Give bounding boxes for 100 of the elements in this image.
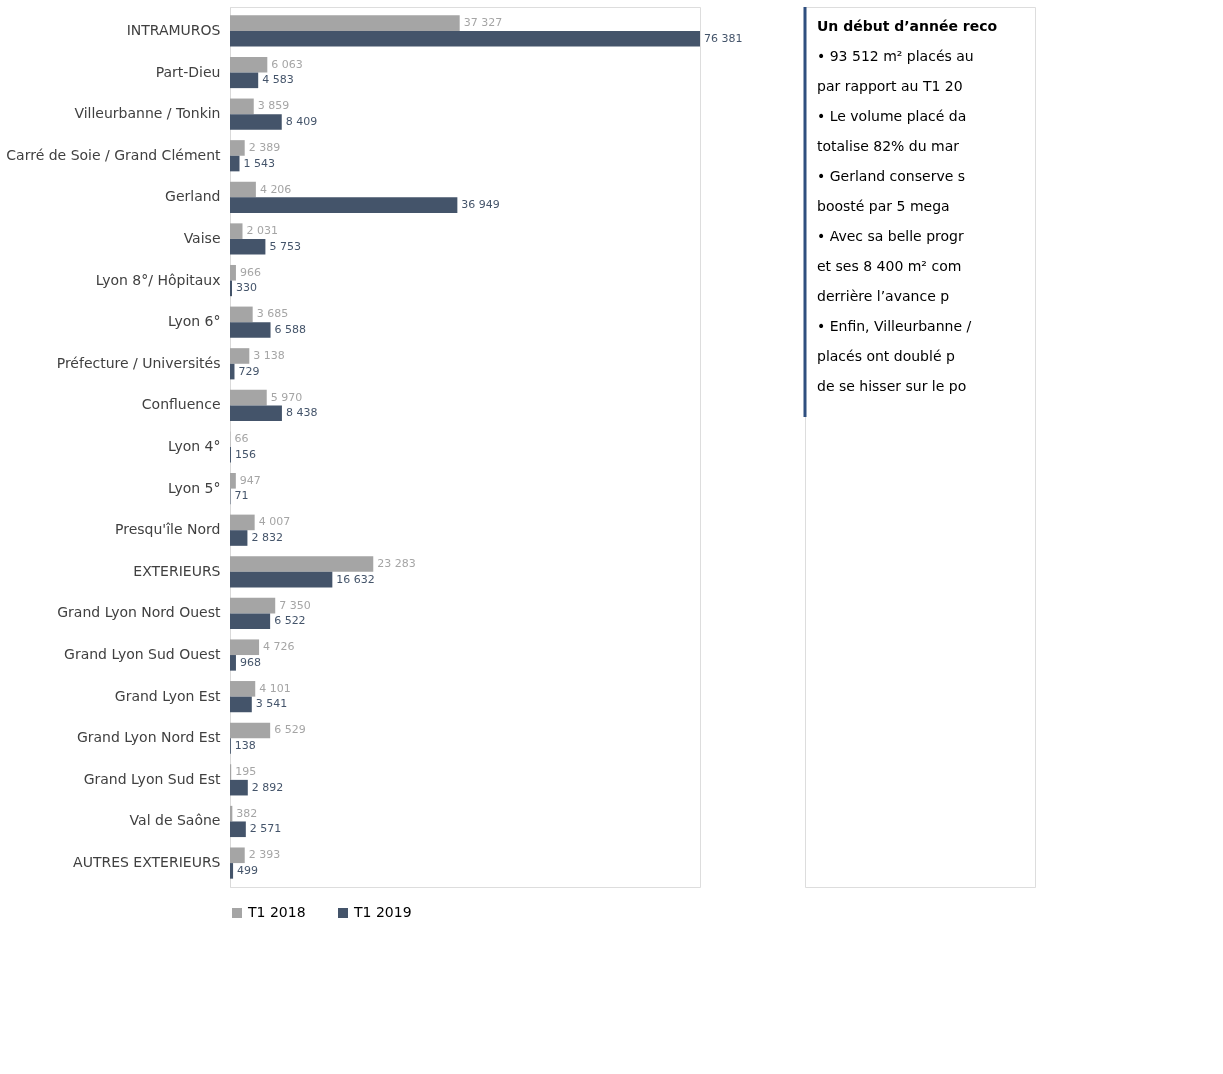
bar <box>230 722 271 739</box>
y-tick-label: Lyon 5° <box>167 479 221 496</box>
y-tick-label: Confluence <box>141 396 221 413</box>
text: et ses 8 400 m² com <box>817 258 962 274</box>
bar <box>230 348 250 364</box>
data-label: 6 529 <box>274 723 306 737</box>
bar <box>230 571 333 588</box>
y-tick-label: Lyon 6° <box>167 313 221 330</box>
bar <box>230 223 243 239</box>
bar <box>230 197 458 213</box>
bar <box>230 530 248 546</box>
bar <box>230 696 252 713</box>
data-label: 195 <box>235 765 257 779</box>
bar <box>230 322 271 338</box>
text: Un début d’année reco <box>817 18 998 34</box>
bar <box>230 655 236 671</box>
text: de se hisser sur le po <box>817 378 967 394</box>
data-label: 2 389 <box>248 140 281 154</box>
y-tick-label: Lyon 8°/ Hôpitaux <box>95 271 221 288</box>
legend-label: T1 2018 <box>247 904 306 920</box>
bar <box>230 72 259 89</box>
data-label: 2 832 <box>251 531 283 545</box>
data-label: 6 522 <box>274 614 306 628</box>
y-tick-label: EXTERIEURS <box>133 562 221 579</box>
y-tick-label: Lyon 4° <box>167 438 221 454</box>
data-label: 3 859 <box>257 99 290 113</box>
data-label: 4 583 <box>262 73 294 87</box>
data-label: 947 <box>239 473 261 487</box>
data-label: 3 138 <box>253 348 285 362</box>
data-label: 36 949 <box>461 198 500 212</box>
y-tick-label: Part-Dieu <box>155 63 221 80</box>
y-tick-label: AUTRES EXTERIEURS <box>73 854 221 871</box>
text: • Le volume placé da <box>817 108 967 124</box>
data-label: 8 409 <box>285 114 318 128</box>
data-label: 5 970 <box>270 390 303 404</box>
data-label: 3 685 <box>256 307 289 321</box>
text: par rapport au T1 20 <box>817 78 963 94</box>
data-label: 966 <box>239 265 261 279</box>
data-label: 76 381 <box>704 31 743 45</box>
data-label: 6 588 <box>274 322 307 336</box>
y-tick-label: INTRAMUROS <box>126 21 221 38</box>
data-label: 1 543 <box>243 156 275 170</box>
y-tick-label: Grand Lyon Sud Ouest <box>64 646 222 663</box>
bar <box>230 779 248 796</box>
bar <box>230 613 271 630</box>
bar <box>230 514 255 531</box>
y-tick-label: Carré de Soie / Grand Clément <box>6 146 222 163</box>
y-tick-label: Grand Lyon Est <box>114 687 221 704</box>
text: boosté par 5 mega <box>817 198 950 214</box>
data-label: 499 <box>237 863 259 877</box>
bar <box>230 306 253 323</box>
bar <box>230 238 266 255</box>
bar <box>230 114 282 130</box>
bar <box>230 556 374 572</box>
data-label: 4 726 <box>263 640 295 654</box>
data-label: 156 <box>234 447 256 461</box>
text: • Avec sa belle progr <box>817 228 964 244</box>
y-tick-label: Grand Lyon Nord Ouest <box>57 604 221 621</box>
data-label: 8 438 <box>285 406 318 420</box>
data-label: 4 101 <box>259 681 291 695</box>
data-label: 2 393 <box>248 848 281 862</box>
data-label: 7 350 <box>279 598 311 612</box>
legend-label: T1 2019 <box>353 904 412 920</box>
y-tick-label: Préfecture / Universités <box>56 354 221 371</box>
bar <box>230 140 245 156</box>
bar <box>230 30 700 47</box>
data-label: 4 007 <box>258 515 291 529</box>
data-label: 330 <box>236 281 258 295</box>
y-tick-label: Vaise <box>183 229 221 246</box>
bar <box>230 98 254 115</box>
bar <box>230 181 256 198</box>
bar <box>230 264 236 281</box>
text: totalise 82% du mar <box>817 138 960 154</box>
bar <box>230 155 240 172</box>
bar <box>230 56 268 73</box>
data-label: 16 632 <box>336 572 375 586</box>
data-label: 6 063 <box>271 57 303 71</box>
bar <box>230 847 245 864</box>
y-tick-label: Grand Lyon Nord Est <box>76 729 221 746</box>
bar <box>230 405 282 421</box>
data-label: 382 <box>236 806 258 820</box>
text: • Gerland conserve s <box>817 168 966 184</box>
bar <box>230 389 267 406</box>
bar <box>230 597 276 614</box>
bar <box>230 15 460 31</box>
bar <box>230 681 256 697</box>
text: • Enfin, Villeurbanne / <box>817 318 972 334</box>
data-label: 138 <box>234 739 256 753</box>
text: derrière l’avance p <box>817 288 950 304</box>
bar <box>230 639 260 656</box>
data-label: 5 753 <box>269 239 301 253</box>
y-tick-label: Presqu'île Nord <box>115 521 221 538</box>
data-label: 3 541 <box>255 697 288 711</box>
bar <box>230 473 236 489</box>
y-tick-label: Villeurbanne / Tonkin <box>74 105 221 122</box>
bar <box>230 821 246 838</box>
bar <box>230 863 234 879</box>
text: placés ont doublé p <box>817 348 955 364</box>
data-label: 23 283 <box>377 557 416 571</box>
data-label: 729 <box>238 364 260 378</box>
